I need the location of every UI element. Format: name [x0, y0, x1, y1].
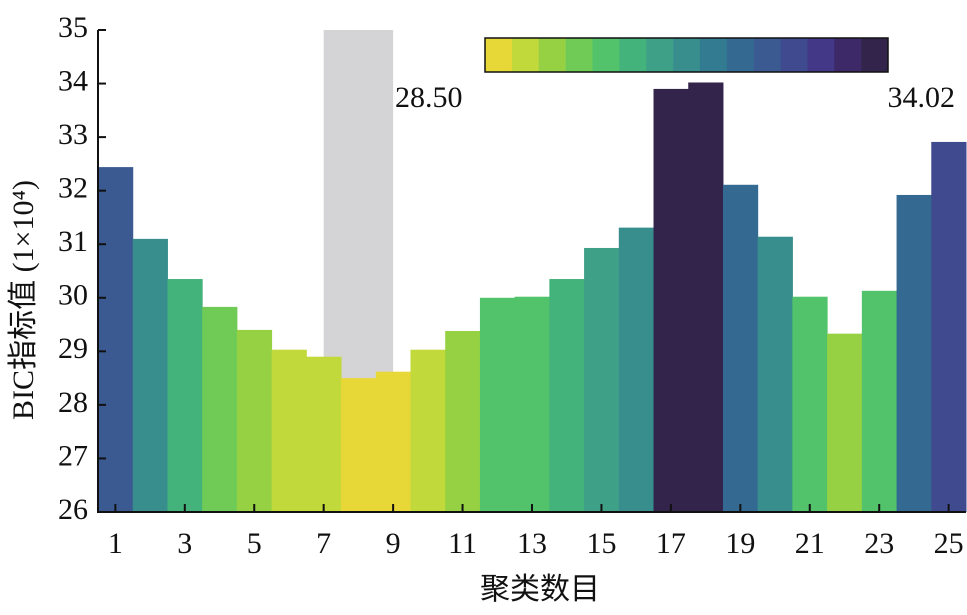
x-tick-label: 15 [586, 527, 616, 560]
colorbar-min-label: 28.50 [395, 81, 463, 114]
bar [549, 279, 585, 512]
x-tick-label: 25 [934, 527, 964, 560]
x-axis-title: 聚类数目 [480, 573, 600, 606]
bar [514, 296, 550, 512]
bar [757, 236, 793, 513]
x-tick-label: 13 [517, 527, 547, 560]
bar [722, 184, 759, 512]
x-tick-label: 11 [448, 527, 477, 560]
bar [618, 227, 655, 512]
colorbar-swatch [538, 38, 566, 72]
y-tick-label: 35 [58, 11, 88, 44]
y-tick-label: 26 [58, 493, 88, 526]
colorbar-swatch [780, 38, 808, 72]
x-tick-label: 9 [386, 527, 401, 560]
bar [931, 141, 967, 513]
colorbar-swatch [485, 38, 513, 72]
bar [445, 330, 481, 512]
colorbar-swatch [699, 38, 728, 72]
colorbar-swatch [726, 38, 754, 72]
bar [688, 82, 724, 513]
bar [827, 333, 863, 512]
colorbar-swatch [646, 38, 674, 72]
x-tick-label: 19 [725, 527, 755, 560]
bar [584, 247, 620, 512]
bar [410, 349, 446, 512]
colorbar-frame [484, 37, 889, 73]
colorbar-swatch [834, 38, 862, 72]
y-tick-label: 34 [58, 64, 88, 97]
y-tick-label: 27 [58, 439, 88, 472]
x-tick-label: 1 [108, 527, 123, 560]
bar [896, 194, 932, 512]
bar [132, 238, 168, 512]
colorbar-swatch [511, 38, 540, 72]
x-tick-label: 5 [247, 527, 262, 560]
y-tick-label: 32 [58, 172, 88, 205]
bar [653, 88, 689, 513]
x-tick-label: 21 [795, 527, 825, 560]
y-tick-label: 33 [58, 118, 88, 151]
y-tick-label: 30 [58, 279, 88, 312]
colorbar-swatch [673, 38, 701, 72]
bar [271, 349, 307, 512]
colorbar-swatch [753, 38, 781, 72]
colorbar-max-label: 34.02 [888, 81, 956, 114]
x-tick-label: 23 [864, 527, 894, 560]
colorbar-swatch [807, 38, 835, 72]
bar [792, 296, 828, 512]
y-tick-label: 28 [58, 386, 88, 419]
bar [236, 329, 273, 512]
x-tick-label: 7 [316, 527, 331, 560]
x-tick-label: 3 [177, 527, 192, 560]
colorbar-swatch [861, 38, 889, 72]
bar [341, 378, 377, 512]
bar [167, 279, 203, 512]
y-axis-title: BIC指标值 (1×10⁴) [7, 180, 40, 420]
bar [479, 297, 516, 512]
bar [375, 371, 411, 512]
y-tick-label: 31 [58, 225, 88, 258]
colorbar-swatch [565, 38, 593, 72]
bar [306, 356, 342, 512]
colorbar-swatch [619, 38, 647, 72]
bar [202, 306, 238, 512]
x-tick-label: 17 [656, 527, 686, 560]
bar [98, 167, 134, 512]
colorbar-swatch [592, 38, 620, 72]
y-tick-label: 29 [58, 332, 88, 365]
bar [861, 290, 898, 512]
